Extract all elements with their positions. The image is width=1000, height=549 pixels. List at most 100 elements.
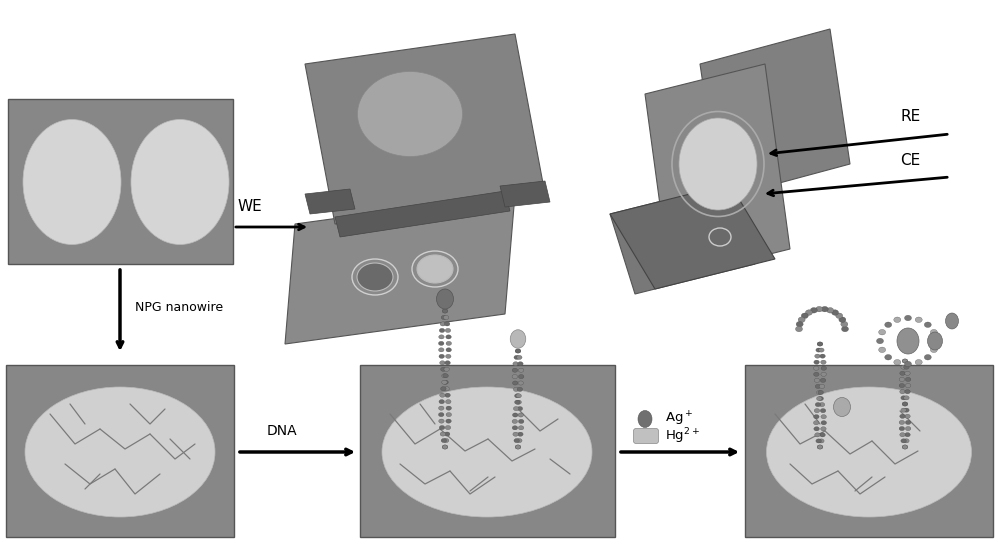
Ellipse shape bbox=[446, 400, 451, 404]
Ellipse shape bbox=[512, 419, 518, 423]
Ellipse shape bbox=[842, 326, 849, 332]
Polygon shape bbox=[500, 181, 550, 207]
Ellipse shape bbox=[442, 445, 448, 449]
Ellipse shape bbox=[832, 310, 839, 315]
Ellipse shape bbox=[904, 365, 909, 369]
Polygon shape bbox=[700, 29, 850, 199]
Ellipse shape bbox=[518, 413, 524, 417]
Ellipse shape bbox=[817, 342, 823, 346]
Ellipse shape bbox=[899, 421, 905, 424]
Ellipse shape bbox=[518, 432, 523, 436]
Ellipse shape bbox=[820, 433, 825, 437]
Bar bbox=[745, 365, 993, 537]
Ellipse shape bbox=[517, 355, 522, 360]
Ellipse shape bbox=[924, 355, 931, 360]
Ellipse shape bbox=[443, 380, 448, 384]
Ellipse shape bbox=[819, 402, 825, 407]
Ellipse shape bbox=[445, 328, 451, 333]
Ellipse shape bbox=[445, 361, 450, 365]
Ellipse shape bbox=[816, 439, 821, 443]
Ellipse shape bbox=[900, 371, 905, 376]
Ellipse shape bbox=[897, 328, 919, 354]
Ellipse shape bbox=[444, 322, 450, 326]
Ellipse shape bbox=[25, 387, 215, 517]
Ellipse shape bbox=[814, 414, 819, 419]
Ellipse shape bbox=[901, 408, 906, 412]
Ellipse shape bbox=[820, 354, 825, 358]
Polygon shape bbox=[285, 194, 515, 344]
Ellipse shape bbox=[439, 328, 445, 333]
Text: NPG nanowire: NPG nanowire bbox=[135, 301, 223, 314]
Ellipse shape bbox=[798, 317, 805, 322]
Ellipse shape bbox=[817, 396, 822, 401]
Ellipse shape bbox=[821, 414, 826, 419]
Ellipse shape bbox=[900, 390, 905, 394]
Polygon shape bbox=[305, 34, 545, 224]
Ellipse shape bbox=[439, 335, 444, 339]
Ellipse shape bbox=[819, 384, 825, 389]
Ellipse shape bbox=[446, 354, 451, 358]
Ellipse shape bbox=[946, 313, 958, 329]
Ellipse shape bbox=[444, 432, 450, 436]
Ellipse shape bbox=[905, 414, 910, 418]
Ellipse shape bbox=[839, 317, 846, 322]
Ellipse shape bbox=[879, 347, 886, 352]
Ellipse shape bbox=[357, 263, 393, 291]
Ellipse shape bbox=[899, 384, 905, 388]
Ellipse shape bbox=[382, 387, 592, 517]
Ellipse shape bbox=[818, 396, 823, 401]
Ellipse shape bbox=[517, 407, 523, 411]
Ellipse shape bbox=[905, 377, 911, 382]
Ellipse shape bbox=[446, 335, 451, 339]
Ellipse shape bbox=[901, 396, 906, 400]
Ellipse shape bbox=[813, 421, 819, 425]
Ellipse shape bbox=[515, 349, 521, 353]
Ellipse shape bbox=[901, 365, 906, 369]
Ellipse shape bbox=[814, 378, 820, 383]
Ellipse shape bbox=[439, 425, 445, 430]
Ellipse shape bbox=[815, 433, 820, 437]
Ellipse shape bbox=[513, 407, 519, 411]
Text: CE: CE bbox=[900, 153, 920, 168]
Ellipse shape bbox=[512, 381, 518, 385]
Ellipse shape bbox=[924, 322, 931, 328]
Ellipse shape bbox=[901, 439, 906, 443]
Ellipse shape bbox=[417, 255, 453, 283]
Ellipse shape bbox=[820, 408, 826, 413]
Ellipse shape bbox=[679, 118, 757, 210]
Ellipse shape bbox=[819, 348, 824, 352]
Ellipse shape bbox=[879, 329, 886, 335]
Ellipse shape bbox=[904, 361, 912, 367]
Ellipse shape bbox=[932, 338, 940, 344]
Ellipse shape bbox=[814, 360, 819, 364]
Ellipse shape bbox=[518, 419, 524, 423]
Ellipse shape bbox=[905, 371, 910, 376]
Ellipse shape bbox=[443, 439, 449, 442]
Ellipse shape bbox=[446, 406, 451, 410]
Text: Hg$^{2+}$: Hg$^{2+}$ bbox=[665, 426, 700, 446]
Ellipse shape bbox=[638, 411, 652, 428]
Ellipse shape bbox=[885, 322, 892, 328]
Ellipse shape bbox=[821, 360, 826, 364]
Ellipse shape bbox=[510, 330, 526, 348]
Ellipse shape bbox=[928, 332, 942, 350]
Ellipse shape bbox=[827, 307, 834, 313]
Ellipse shape bbox=[821, 306, 828, 312]
Ellipse shape bbox=[820, 378, 826, 383]
Ellipse shape bbox=[518, 368, 524, 372]
Ellipse shape bbox=[439, 406, 444, 410]
Ellipse shape bbox=[815, 384, 821, 389]
Ellipse shape bbox=[442, 309, 448, 313]
Text: Ag$^+$: Ag$^+$ bbox=[665, 410, 693, 428]
Ellipse shape bbox=[930, 329, 937, 335]
Ellipse shape bbox=[915, 360, 922, 365]
Ellipse shape bbox=[436, 289, 454, 309]
Bar bbox=[6, 365, 234, 537]
Bar bbox=[8, 99, 233, 264]
Ellipse shape bbox=[902, 359, 908, 363]
Ellipse shape bbox=[902, 402, 908, 406]
Ellipse shape bbox=[443, 316, 449, 320]
Ellipse shape bbox=[905, 427, 911, 430]
Ellipse shape bbox=[905, 390, 910, 394]
Ellipse shape bbox=[515, 400, 520, 404]
